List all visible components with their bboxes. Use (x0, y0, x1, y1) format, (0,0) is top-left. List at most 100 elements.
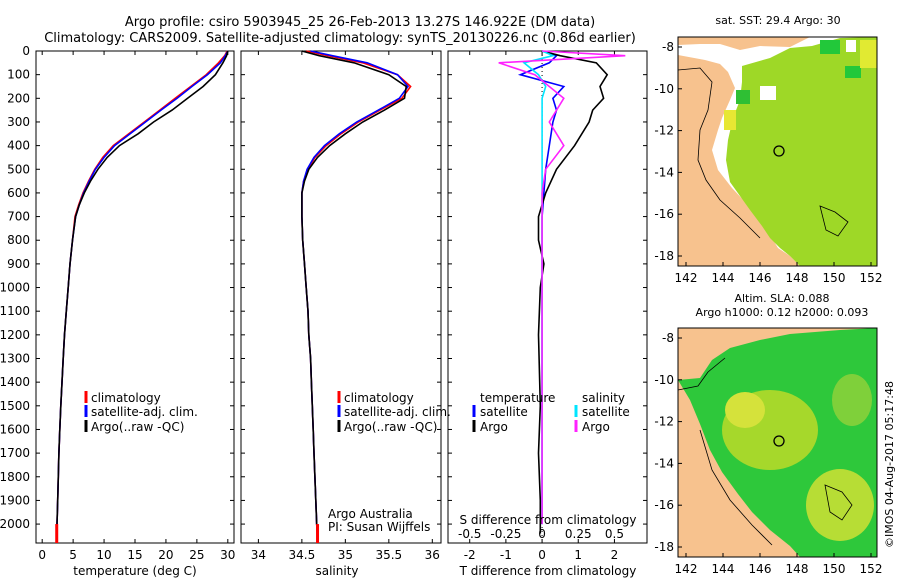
sst-map-frame (677, 36, 878, 267)
depth-tick-label: 1300 (0, 352, 30, 366)
sst-map-title: sat. SST: 29.4 Argo: 30 (715, 14, 840, 27)
sst-warm-cell (820, 40, 840, 54)
depth-tick-label: 1200 (0, 328, 30, 342)
x-tick-label: 30 (220, 548, 235, 562)
depth-tick-label: 1500 (0, 399, 30, 413)
lat-tick-label: -14 (654, 456, 674, 470)
lon-tick-label: 146 (749, 562, 772, 576)
sla-argo-marker (773, 435, 785, 447)
legend-s-argo: Argo (582, 420, 610, 434)
lat-tick-label: -8 (662, 40, 674, 54)
depth-tick-label: 1600 (0, 422, 30, 436)
legend-s-satellite: satellite (582, 405, 630, 419)
sst-cool-cell (860, 40, 877, 68)
series-line-salinity-argo (498, 50, 626, 525)
sst-warm-cell (845, 66, 861, 78)
lon-tick-label: 150 (823, 562, 846, 576)
series-line-argo-raw-qc- (55, 50, 229, 534)
x2-tick-label: -0.5 (458, 527, 481, 541)
t-difference-xlabel: T difference from climatology (459, 564, 637, 578)
sla-map-title-2: Argo h1000: 0.12 h2000: 0.093 (696, 306, 869, 319)
legend-header-salinity: salinity (582, 391, 625, 405)
depth-tick-label: 400 (7, 139, 30, 153)
sst-coastline (677, 67, 761, 239)
legend-climatology: climatology (344, 391, 414, 405)
difference-panel-frame (447, 50, 648, 544)
x-tick-label: -2 (464, 548, 476, 562)
x-tick-label: 0 (38, 548, 46, 562)
legend-argo: Argo(..raw -QC) (344, 420, 437, 434)
lon-tick-label: 146 (749, 271, 772, 285)
sst-warm-cell (736, 90, 750, 104)
salinity-panel: 34 34.5 35 35.5 36 (241, 50, 441, 562)
lat-tick-label: -16 (654, 207, 674, 221)
sla-high-region (832, 374, 872, 426)
depth-tick-label: 100 (7, 68, 30, 82)
depth-tick-label: 1800 (0, 470, 30, 484)
sla-map-title-1: Altim. SLA: 0.088 (734, 292, 829, 305)
salinity-panel-frame (240, 50, 442, 544)
legend-t-argo: Argo (480, 420, 508, 434)
sst-argo-marker (773, 145, 785, 157)
sla-map-frame (677, 327, 878, 558)
x-tick-label: 34.5 (289, 548, 316, 562)
lat-tick-label: -10 (654, 373, 674, 387)
depth-tick-label: 1900 (0, 493, 30, 507)
legend-satellite: satellite-adj. clim. (344, 405, 451, 419)
lon-tick-label: 152 (860, 562, 883, 576)
series-line-temperature-argo (537, 50, 609, 534)
depth-tick-label: 1000 (0, 281, 30, 295)
legend-argo: Argo(..raw -QC) (91, 420, 184, 434)
depth-tick-label: 1700 (0, 446, 30, 460)
x2-tick-label: 0 (538, 527, 546, 541)
x-tick-label: -1 (500, 548, 512, 562)
lat-tick-label: -10 (654, 82, 674, 96)
x-tick-label: 36 (425, 548, 440, 562)
temperature-panel: 0 5 10 15 20 25 30 (36, 50, 235, 562)
depth-tick-label: 500 (7, 162, 30, 176)
depth-axis: 0 100 200 300 400 500 600 700 800 900 1000 1100 1200… (0, 44, 30, 531)
x-tick-label: 2 (611, 548, 619, 562)
sla-peak-region (725, 392, 765, 428)
title-line-1: Argo profile: csiro 5903945_25 26-Feb-20… (125, 15, 595, 30)
x-tick-label: 34 (251, 548, 266, 562)
x-tick-label: 10 (96, 548, 111, 562)
depth-tick-label: 200 (7, 91, 30, 105)
series-line-climatology (301, 50, 412, 539)
temperature-panel-frame (35, 50, 235, 544)
imos-credit: ©IMOS 04-Aug-2017 05:17:48 (883, 381, 896, 548)
sst-missing-cell (760, 86, 776, 100)
title-line-2: Climatology: CARS2009. Satellite-adjuste… (44, 31, 636, 46)
lon-tick-label: 148 (786, 562, 809, 576)
depth-tick-label: 700 (7, 210, 30, 224)
x-tick-label: 5 (69, 548, 77, 562)
depth-tick-label: 2000 (0, 517, 30, 531)
lat-tick-label: -16 (654, 498, 674, 512)
x-tick-label: 20 (158, 548, 173, 562)
sla-coastline (677, 357, 726, 391)
temperature-xlabel: temperature (deg C) (73, 564, 196, 578)
depth-tick-label: 900 (7, 257, 30, 271)
lon-tick-label: 150 (823, 271, 846, 285)
lon-tick-label: 144 (712, 562, 735, 576)
series-line-satellite-adj-clim- (55, 50, 229, 539)
legend-header-temperature: temperature (480, 391, 555, 405)
annotation-pi: PI: Susan Wijffels (328, 520, 430, 534)
x-tick-label: 35 (338, 548, 353, 562)
difference-panel: -2 -1 0 1 2 -0.5 -0.25 0 0.25 0.5 (448, 50, 647, 562)
x-tick-label: 0 (538, 548, 546, 562)
sla-high-region (806, 469, 874, 541)
depth-tick-label: 600 (7, 186, 30, 200)
sst-missing-cell (846, 40, 856, 52)
x-tick-label: 35.5 (375, 548, 402, 562)
lat-tick-label: -18 (654, 540, 674, 554)
salinity-xlabel: salinity (315, 564, 358, 578)
x2-tick-label: 0.5 (605, 527, 624, 541)
salinity-legend: climatology satellite-adj. clim. Argo(..… (328, 391, 451, 534)
lon-tick-label: 144 (712, 271, 735, 285)
lat-tick-label: -12 (654, 124, 674, 138)
lon-tick-label: 142 (675, 271, 698, 285)
